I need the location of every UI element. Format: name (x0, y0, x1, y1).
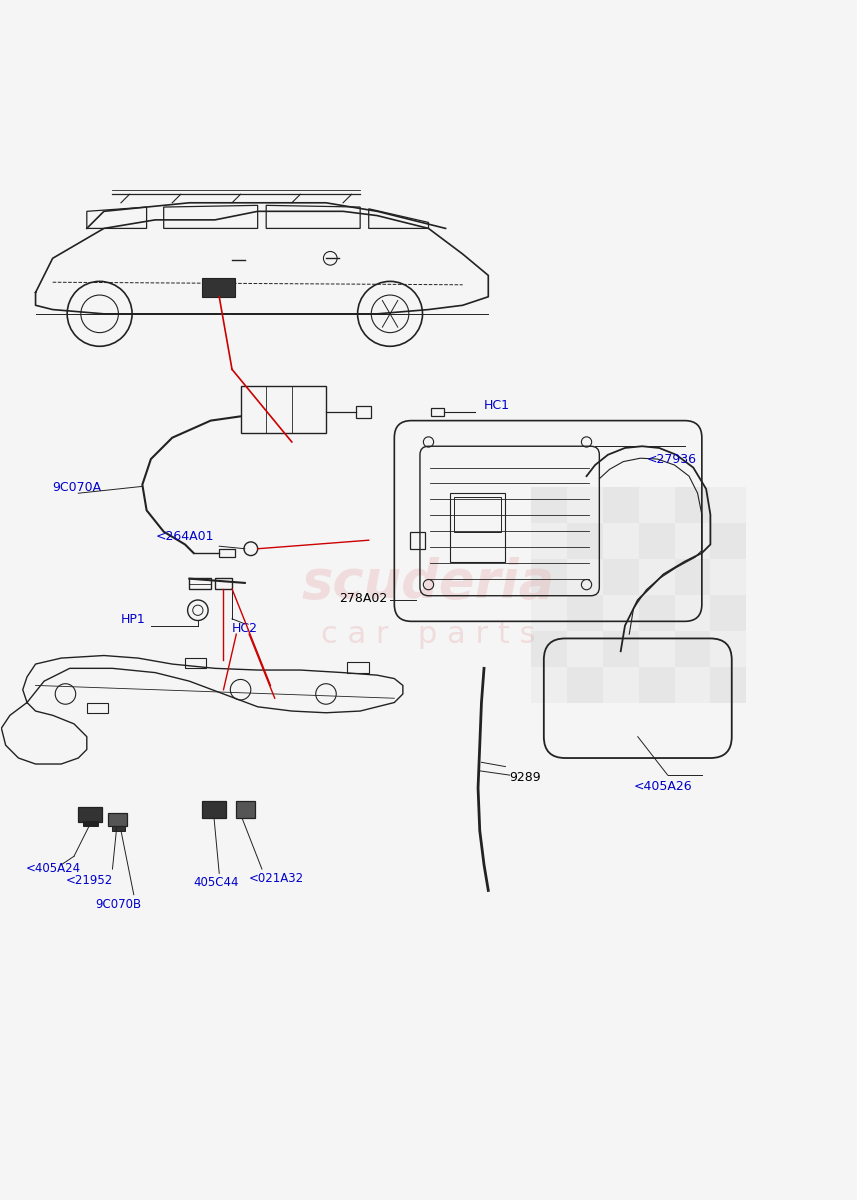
Bar (602, 523, 638, 559)
Bar (531, 667, 566, 702)
Bar (710, 487, 746, 523)
Text: <21952: <21952 (65, 875, 113, 888)
Text: 405C44: 405C44 (194, 876, 239, 889)
Bar (531, 595, 566, 631)
Bar (566, 559, 602, 595)
Text: scuderia: scuderia (302, 557, 555, 608)
Bar (454, 498, 501, 532)
Bar (531, 523, 566, 559)
Bar (112, 827, 125, 830)
Bar (566, 595, 602, 631)
Text: <264A01: <264A01 (155, 530, 213, 544)
Bar (410, 532, 425, 548)
Bar (602, 631, 638, 667)
Bar (202, 800, 226, 818)
Bar (566, 631, 602, 667)
Bar (674, 559, 710, 595)
Bar (237, 800, 255, 818)
Text: c a r   p a r t s: c a r p a r t s (321, 619, 536, 649)
Bar (450, 493, 506, 562)
Bar (710, 559, 746, 595)
Bar (531, 631, 566, 667)
Bar (710, 523, 746, 559)
Bar (431, 408, 444, 416)
Bar (566, 487, 602, 523)
Bar (710, 667, 746, 702)
Text: <021A32: <021A32 (249, 872, 304, 884)
Text: HC1: HC1 (484, 398, 510, 412)
Bar (638, 595, 674, 631)
Bar (219, 548, 235, 557)
Text: <405A26: <405A26 (633, 780, 692, 793)
Bar (566, 667, 602, 702)
Text: 9289: 9289 (510, 772, 542, 784)
Bar (638, 631, 674, 667)
Text: HC2: HC2 (232, 623, 258, 636)
Text: 9C070A: 9C070A (52, 481, 102, 493)
Bar (638, 667, 674, 702)
Text: <405A24: <405A24 (26, 862, 81, 875)
Bar (531, 487, 566, 523)
Bar (674, 523, 710, 559)
Bar (602, 487, 638, 523)
Text: 278A02: 278A02 (339, 592, 387, 605)
Bar (674, 667, 710, 702)
Bar (185, 658, 207, 668)
Bar (531, 559, 566, 595)
Text: <27936: <27936 (646, 454, 697, 467)
Bar (108, 812, 127, 827)
Bar (82, 821, 98, 827)
Text: HP1: HP1 (121, 613, 146, 626)
Bar (674, 595, 710, 631)
Bar (202, 278, 235, 296)
Bar (602, 559, 638, 595)
Bar (566, 523, 602, 559)
Bar (638, 487, 674, 523)
Bar (674, 631, 710, 667)
Bar (347, 662, 369, 673)
Bar (78, 806, 102, 822)
Text: 9C070B: 9C070B (95, 898, 141, 911)
Bar (638, 523, 674, 559)
Bar (356, 406, 371, 418)
Bar (602, 595, 638, 631)
Bar (710, 631, 746, 667)
Bar (87, 702, 108, 713)
Bar (215, 577, 232, 589)
Bar (674, 487, 710, 523)
Bar (189, 577, 211, 589)
Bar (638, 559, 674, 595)
Bar (710, 595, 746, 631)
Bar (241, 386, 326, 433)
Bar (602, 667, 638, 702)
